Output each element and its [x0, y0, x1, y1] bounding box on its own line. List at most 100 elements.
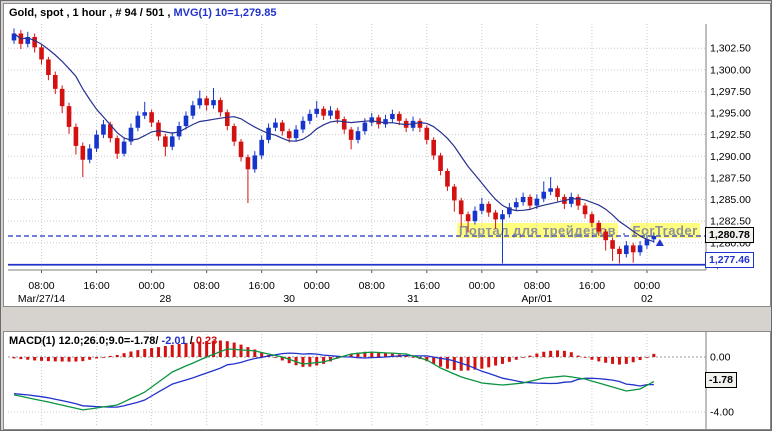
- macd-histogram-bar: [246, 347, 250, 357]
- macd-panel: 0.00 -4.00 MACD(1) 12.0;26.0;9.0=-1.78/ -…: [3, 331, 771, 430]
- candle-body: [596, 222, 602, 232]
- macd-histogram-bar: [322, 357, 326, 364]
- macd-histogram-bar: [590, 357, 594, 360]
- macd-histogram-bar: [521, 357, 525, 358]
- candle-body: [163, 136, 168, 147]
- candle-body: [142, 112, 148, 116]
- macd-histogram-bar: [156, 347, 160, 357]
- macd-histogram-bar: [191, 342, 195, 357]
- date-axis-label: 30: [283, 293, 295, 305]
- macd-histogram-bar: [33, 357, 37, 361]
- candle-body: [25, 36, 31, 44]
- macd-histogram-bar: [638, 357, 642, 361]
- time-axis-label: 08:00: [359, 280, 385, 292]
- macd-slash: /: [189, 335, 193, 347]
- candle-body: [39, 47, 44, 60]
- macd-histogram-bar: [569, 352, 573, 357]
- macd-histogram-bar: [500, 357, 504, 364]
- candle-body: [355, 131, 361, 140]
- macd-axis-label: 0.00: [710, 352, 731, 364]
- candle-body: [534, 198, 540, 206]
- macd-line: [13, 348, 655, 411]
- macd-histogram-bar: [115, 354, 119, 357]
- macd-histogram-bar: [432, 357, 436, 364]
- macd-histogram-bar: [576, 355, 580, 357]
- candle-body: [197, 98, 203, 106]
- price-axis-label: 1,295.00: [710, 108, 751, 120]
- macd-histogram-bar: [528, 355, 532, 357]
- candle-body: [348, 129, 354, 140]
- candle-body: [396, 113, 402, 121]
- candle-body: [630, 245, 636, 253]
- candle-body: [300, 120, 306, 130]
- macd-histogram-bar: [26, 357, 30, 360]
- macd-histogram-bar: [473, 357, 477, 370]
- macd-title: MACD(1) 12.0;26.0;9.0=-1.78/ -2.01 / 0.2…: [9, 335, 217, 347]
- candle-body: [493, 212, 498, 220]
- time-axis-label: 08:00: [193, 280, 219, 292]
- candle-body: [548, 188, 553, 192]
- candle-body: [610, 240, 615, 249]
- macd-histogram-bar: [624, 357, 628, 364]
- time-axis-label: 00:00: [138, 280, 164, 292]
- macd-histogram-bar: [445, 357, 449, 369]
- candle-body: [80, 145, 86, 160]
- macd-histogram-bar: [301, 357, 305, 367]
- macd-histogram-bar: [349, 353, 353, 357]
- macd-chart-canvas[interactable]: 0.00 -4.00: [4, 332, 770, 429]
- price-axis-label: 1,292.50: [710, 129, 751, 141]
- macd-axis-label: -4.00: [710, 407, 734, 419]
- macd-histogram-bar: [12, 357, 16, 359]
- macd-histogram-bar: [260, 352, 264, 357]
- candle-body: [424, 127, 430, 140]
- mvg-indicator-label: MVG(1) 10=1,279.85: [173, 7, 277, 19]
- candle-body: [314, 108, 320, 114]
- macd-histogram-bar: [122, 353, 126, 357]
- macd-histogram-bar: [53, 357, 57, 362]
- macd-current-value-label: -1.78: [705, 372, 737, 388]
- date-axis-label: 28: [160, 293, 172, 305]
- candle-body: [183, 115, 189, 127]
- macd-histogram-bar: [439, 357, 443, 367]
- macd-histogram-bar: [60, 357, 64, 362]
- candle-body: [87, 148, 92, 160]
- candle-body: [335, 110, 340, 120]
- macd-histogram-bar: [487, 357, 491, 368]
- candle-body: [224, 112, 230, 127]
- price-chart-canvas[interactable]: 1,302.50 1,300.00 1,297.50 1,295.00 1,292.50…: [4, 4, 770, 306]
- watermark-text-ru: Портал для трейдеров: [457, 223, 619, 238]
- time-axis-label: 00:00: [469, 280, 495, 292]
- time-axis-label: 08:00: [524, 280, 550, 292]
- macd-histogram-bar: [95, 357, 99, 359]
- time-axis-label: 16:00: [579, 280, 605, 292]
- time-axis-label: 16:00: [414, 280, 440, 292]
- candle-body: [321, 108, 326, 116]
- macd-histogram-bar: [143, 349, 147, 357]
- watermark-text-en: ForTrader: [630, 223, 700, 238]
- macd-histogram-bar: [46, 357, 50, 362]
- candle-body: [624, 245, 629, 255]
- candle-body: [218, 100, 223, 113]
- macd-histogram-bar: [184, 342, 188, 357]
- last-price-arrow: [655, 239, 664, 247]
- macd-histogram-bar: [556, 350, 560, 357]
- candle-body: [589, 214, 595, 223]
- candle-body: [417, 120, 423, 128]
- time-axis-label: 16:00: [83, 280, 109, 292]
- candle-body: [369, 117, 375, 123]
- macd-signal-value: -2.01: [161, 335, 187, 347]
- candle-body: [520, 196, 526, 203]
- date-axis-label: 02: [641, 293, 653, 305]
- candle-body: [603, 231, 608, 241]
- candle-body: [479, 203, 485, 211]
- candle-body: [169, 136, 175, 147]
- macd-histogram-bar: [425, 357, 429, 362]
- macd-histogram-bar: [652, 353, 656, 357]
- macd-histogram-bar: [328, 357, 332, 362]
- macd-histogram-bar: [631, 357, 635, 363]
- macd-histogram-bar: [81, 357, 85, 362]
- macd-histogram-bar: [280, 357, 284, 361]
- macd-histogram-bar: [363, 351, 367, 357]
- macd-histogram-bar: [549, 350, 553, 357]
- candle-body: [513, 202, 519, 208]
